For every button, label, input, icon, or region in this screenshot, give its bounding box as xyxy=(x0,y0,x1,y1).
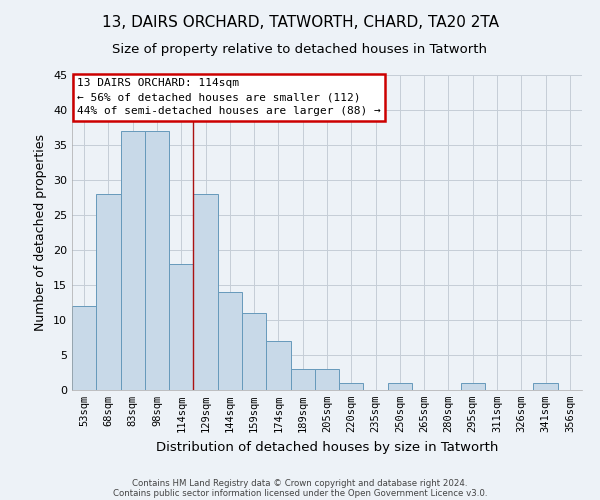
Bar xyxy=(266,341,290,390)
Bar xyxy=(169,264,193,390)
Bar xyxy=(121,131,145,390)
Bar xyxy=(72,306,96,390)
Bar xyxy=(315,369,339,390)
Bar xyxy=(96,194,121,390)
Bar xyxy=(388,383,412,390)
X-axis label: Distribution of detached houses by size in Tatworth: Distribution of detached houses by size … xyxy=(156,440,498,454)
Bar xyxy=(290,369,315,390)
Bar xyxy=(145,131,169,390)
Text: 13 DAIRS ORCHARD: 114sqm
← 56% of detached houses are smaller (112)
44% of semi-: 13 DAIRS ORCHARD: 114sqm ← 56% of detach… xyxy=(77,78,381,116)
Bar xyxy=(339,383,364,390)
Bar xyxy=(242,313,266,390)
Bar xyxy=(533,383,558,390)
Text: Size of property relative to detached houses in Tatworth: Size of property relative to detached ho… xyxy=(113,42,487,56)
Text: Contains public sector information licensed under the Open Government Licence v3: Contains public sector information licen… xyxy=(113,488,487,498)
Bar xyxy=(193,194,218,390)
Text: Contains HM Land Registry data © Crown copyright and database right 2024.: Contains HM Land Registry data © Crown c… xyxy=(132,478,468,488)
Bar xyxy=(461,383,485,390)
Bar xyxy=(218,292,242,390)
Text: 13, DAIRS ORCHARD, TATWORTH, CHARD, TA20 2TA: 13, DAIRS ORCHARD, TATWORTH, CHARD, TA20… xyxy=(101,15,499,30)
Y-axis label: Number of detached properties: Number of detached properties xyxy=(34,134,47,331)
